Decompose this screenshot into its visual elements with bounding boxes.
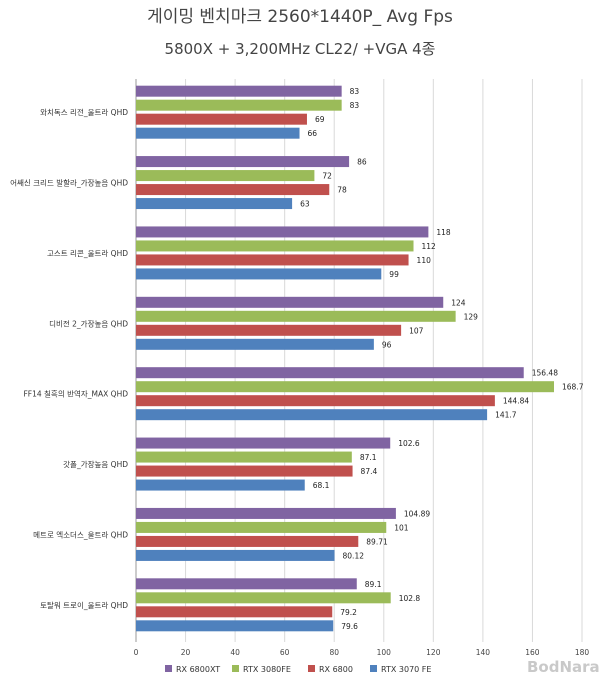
data-label: 112 (422, 242, 437, 251)
bar (136, 606, 333, 618)
bar (136, 113, 307, 125)
category-label: FF14 칠흑의 반역자_MAX QHD (23, 389, 128, 399)
bar (136, 184, 330, 196)
data-label: 80.12 (343, 551, 365, 560)
data-label: 89.1 (365, 580, 382, 589)
data-label: 102.8 (399, 594, 421, 603)
data-label: 156.48 (532, 369, 558, 378)
legend-label: RX 6800XT (176, 665, 220, 674)
bar (136, 268, 382, 280)
legend-swatch (308, 665, 315, 672)
bar (136, 620, 334, 632)
category-label: 디비전 2_가장높음 QHD (49, 318, 128, 328)
bar (136, 310, 456, 322)
data-label: 69 (315, 115, 325, 124)
data-label: 144.84 (503, 397, 529, 406)
bar (136, 324, 402, 336)
data-label: 89.71 (366, 537, 388, 546)
bar (136, 578, 357, 590)
data-label: 110 (417, 256, 432, 265)
bar (136, 240, 414, 252)
bar (136, 395, 495, 407)
x-tick-label: 80 (329, 648, 339, 657)
data-label: 129 (464, 312, 479, 321)
data-label: 101 (394, 523, 409, 532)
data-label: 124 (451, 298, 466, 307)
bar (136, 535, 359, 547)
x-tick-label: 120 (426, 648, 441, 657)
bar (136, 521, 387, 533)
bar (136, 451, 352, 463)
data-label: 118 (436, 228, 451, 237)
data-label: 66 (308, 129, 318, 138)
chart-title: 게이밍 벤치마크 2560*1440P_ Avg Fps (147, 7, 453, 27)
category-label: 어쌔신 크리드 발할라_가장높음 QHD (10, 178, 128, 188)
bar (136, 437, 391, 449)
bar (136, 381, 555, 393)
data-label: 141.7 (495, 411, 517, 420)
x-axis-ticks: 0 20 40 60 80 100 120 140 160 180 (134, 648, 590, 657)
data-label: 83 (350, 101, 360, 110)
bar (136, 226, 429, 238)
x-tick-label: 180 (575, 648, 590, 657)
legend-swatch (165, 665, 172, 672)
category-labels: 와치독스 리전_울트라 QHD 어쌔신 크리드 발할라_가장높음 QHD 고스트 리… (10, 107, 128, 610)
category-label: 토탈워 트로이_울트라 QHD (40, 600, 128, 610)
category-label: 와치독스 리전_울트라 QHD (40, 107, 128, 117)
x-tick-label: 60 (280, 648, 290, 657)
data-label: 68.1 (313, 481, 330, 490)
watermark: BodNara (527, 658, 600, 676)
data-label: 79.6 (341, 622, 358, 631)
x-tick-label: 140 (476, 648, 491, 657)
data-label: 102.6 (398, 439, 420, 448)
legend-label: RTX 3080FE (243, 665, 291, 674)
legend-swatch (232, 665, 239, 672)
data-label: 72 (322, 172, 332, 181)
data-label: 99 (389, 270, 399, 279)
x-tick-label: 40 (230, 648, 240, 657)
data-label: 63 (300, 200, 310, 209)
category-label: 메트로 엑소더스_울트라 QHD (33, 529, 128, 539)
legend: RX 6800XT RTX 3080FE RX 6800 RTX 3070 FE (165, 665, 431, 674)
bar (136, 170, 315, 182)
bar (136, 296, 444, 308)
x-tick-label: 20 (181, 648, 191, 657)
category-label: 고스트 리콘_울트라 QHD (47, 249, 128, 258)
data-label: 87.1 (360, 453, 377, 462)
legend-swatch (370, 665, 377, 672)
data-label: 168.7 (562, 383, 584, 392)
x-tick-label: 0 (134, 648, 139, 657)
data-label: 86 (357, 158, 367, 167)
bar (136, 465, 353, 477)
data-label: 104.89 (404, 509, 430, 518)
x-tick-label: 100 (377, 648, 392, 657)
data-label: 79.2 (340, 608, 357, 617)
bar (136, 409, 488, 421)
data-label: 78 (337, 186, 347, 195)
data-label: 87.4 (361, 467, 378, 476)
bar (136, 254, 409, 266)
data-label: 83 (350, 87, 360, 96)
category-label: 갓폴_가장높음 QHD (63, 459, 128, 469)
bar (136, 549, 335, 561)
data-label: 96 (382, 340, 392, 349)
bars: 83 83 69 66 86 72 78 63 118 112 110 99 124 129 107 96 15… (136, 85, 584, 632)
bar (136, 338, 374, 350)
bar (136, 85, 342, 97)
chart-subtitle: 5800X + 3,200MHz CL22/ +VGA 4종 (165, 40, 436, 58)
legend-label: RTX 3070 FE (381, 665, 431, 674)
x-tick-label: 160 (525, 648, 540, 657)
bar (136, 592, 391, 604)
bar (136, 127, 300, 139)
bar (136, 99, 342, 111)
data-label: 107 (409, 326, 424, 335)
legend-label: RX 6800 (319, 665, 353, 674)
bar (136, 156, 350, 168)
bar (136, 507, 396, 519)
bar (136, 198, 293, 210)
bar (136, 479, 305, 491)
bar (136, 367, 524, 379)
